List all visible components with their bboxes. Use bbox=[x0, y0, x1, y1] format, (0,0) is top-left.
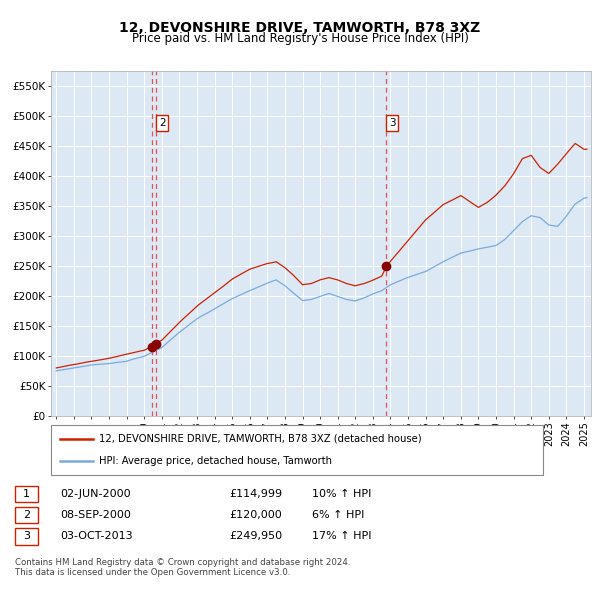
Text: 02-JUN-2000: 02-JUN-2000 bbox=[60, 489, 131, 499]
Text: £120,000: £120,000 bbox=[229, 510, 282, 520]
Text: 12, DEVONSHIRE DRIVE, TAMWORTH, B78 3XZ: 12, DEVONSHIRE DRIVE, TAMWORTH, B78 3XZ bbox=[119, 21, 481, 35]
Text: £249,950: £249,950 bbox=[229, 532, 282, 541]
Text: 3: 3 bbox=[23, 532, 30, 541]
Text: 3: 3 bbox=[389, 118, 395, 128]
Text: 03-OCT-2013: 03-OCT-2013 bbox=[60, 532, 133, 541]
Text: 2: 2 bbox=[159, 118, 166, 128]
Text: 2: 2 bbox=[23, 510, 30, 520]
Text: Contains HM Land Registry data © Crown copyright and database right 2024.
This d: Contains HM Land Registry data © Crown c… bbox=[15, 558, 350, 577]
Text: 1: 1 bbox=[23, 489, 30, 499]
Text: 08-SEP-2000: 08-SEP-2000 bbox=[60, 510, 131, 520]
Text: HPI: Average price, detached house, Tamworth: HPI: Average price, detached house, Tamw… bbox=[99, 456, 332, 466]
Text: Price paid vs. HM Land Registry's House Price Index (HPI): Price paid vs. HM Land Registry's House … bbox=[131, 32, 469, 45]
Text: 10% ↑ HPI: 10% ↑ HPI bbox=[312, 489, 371, 499]
Text: 12, DEVONSHIRE DRIVE, TAMWORTH, B78 3XZ (detached house): 12, DEVONSHIRE DRIVE, TAMWORTH, B78 3XZ … bbox=[99, 434, 422, 444]
Text: 17% ↑ HPI: 17% ↑ HPI bbox=[312, 532, 371, 541]
Text: 6% ↑ HPI: 6% ↑ HPI bbox=[312, 510, 364, 520]
Text: £114,999: £114,999 bbox=[229, 489, 282, 499]
